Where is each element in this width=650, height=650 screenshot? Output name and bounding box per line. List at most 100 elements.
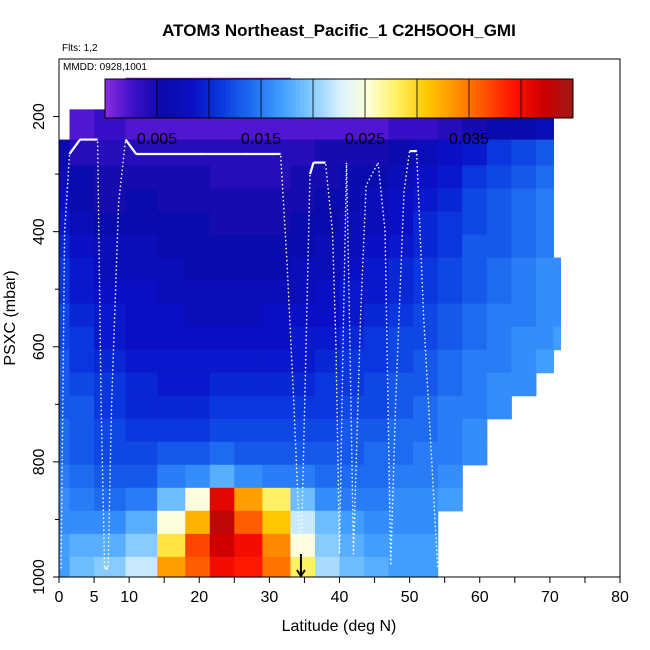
colorbar-swatch (514, 79, 519, 118)
heatmap-cell (209, 188, 235, 213)
colorbar-swatch (366, 79, 371, 118)
colorbar-swatch (202, 79, 207, 118)
heatmap-cell (157, 464, 186, 489)
heatmap-cell (234, 464, 263, 489)
heatmap-cell (413, 372, 439, 397)
colorbar-swatch (370, 79, 375, 118)
heatmap-cell (290, 349, 316, 374)
heatmap-cell (209, 510, 235, 535)
colorbar-swatch (444, 79, 449, 118)
heatmap-cell (234, 165, 263, 190)
colorbar-swatch (495, 79, 500, 118)
heatmap-cell (262, 257, 292, 282)
heatmap-cell (364, 487, 390, 512)
heatmap-cell (234, 395, 263, 420)
heatmap-cell (462, 326, 488, 351)
heatmap-cell (69, 280, 95, 305)
colorbar-swatch (253, 79, 258, 118)
heatmap-cell (535, 165, 554, 190)
heatmap-cell (59, 257, 71, 282)
colorbar-swatch (245, 79, 250, 118)
heatmap-cell (486, 303, 512, 328)
heatmap-cell (413, 464, 439, 489)
flight-track-profile (300, 150, 439, 569)
colorbar-swatch (315, 79, 320, 118)
colorbar-swatch (530, 79, 535, 118)
heatmap-cell (209, 556, 235, 578)
heatmap-cell (185, 303, 211, 328)
heatmap-cell (413, 487, 439, 512)
colorbar-swatch (339, 79, 344, 118)
heatmap-cell (94, 139, 127, 167)
heatmap-cell (94, 372, 127, 397)
heatmap-cell (314, 441, 341, 466)
colorbar-swatch (557, 79, 562, 118)
heatmap-cell (486, 188, 512, 213)
colorbar-swatch (233, 79, 239, 118)
heatmap-cell (69, 349, 95, 374)
colorbar-swatch (128, 79, 133, 118)
heatmap-cell (437, 303, 463, 328)
heatmap-cell (209, 234, 235, 259)
heatmap-cell (262, 234, 292, 259)
heatmap-cell (437, 257, 463, 282)
heatmap-cell (125, 372, 158, 397)
colorbar-swatch (280, 79, 285, 118)
heatmap-cell (185, 349, 211, 374)
colorbar-swatch (342, 79, 348, 118)
heatmap-cell (209, 487, 235, 512)
colorbar-swatch (194, 79, 200, 118)
x-axis: 0 5 10 20 30 40 50 60 70 80 (55, 577, 629, 606)
colorbar-swatch (385, 79, 391, 118)
x-tick-label: 40 (331, 589, 349, 606)
colorbar-swatch (257, 79, 262, 118)
colorbar-swatch (354, 79, 359, 118)
heatmap-cell (157, 211, 186, 236)
heatmap-cell (94, 533, 127, 558)
colorbar-swatch (534, 79, 539, 118)
heatmap-cell (413, 257, 439, 282)
heatmap-cell (157, 303, 186, 328)
heatmap-cell (290, 510, 316, 535)
colorbar-swatch (218, 79, 223, 118)
heatmap-cell (234, 372, 263, 397)
heatmap-cell (209, 303, 235, 328)
colorbar-swatch (249, 79, 254, 118)
colorbar-swatch (163, 79, 168, 118)
colorbar-swatch (288, 79, 293, 118)
heatmap-cell (364, 326, 390, 351)
heatmap-cell (364, 464, 390, 489)
colorbar-tick-label: 0.035 (449, 131, 489, 148)
colorbar-swatch (502, 79, 508, 118)
heatmap-cell (209, 533, 235, 558)
heatmap-cell (388, 326, 414, 351)
heatmap-cell (314, 326, 341, 351)
colorbar-swatch (303, 79, 309, 118)
heatmap-cell (511, 349, 537, 374)
colorbar-swatch (198, 79, 203, 118)
heatmap-cell (511, 188, 537, 213)
heatmap-cell (157, 441, 186, 466)
heatmap-cell (209, 211, 235, 236)
colorbar-swatch (498, 79, 504, 118)
heatmap-cell (69, 109, 95, 141)
heatmap-cell (59, 326, 71, 351)
colorbar-swatch (136, 79, 141, 118)
heatmap-cell (553, 280, 561, 305)
colorbar-swatch (222, 79, 227, 118)
heatmap-cell (125, 441, 158, 466)
heatmap-cell (339, 533, 365, 558)
heatmap-cell (413, 510, 439, 535)
heatmap-cell (339, 139, 365, 167)
colorbar-swatch (537, 79, 543, 118)
heatmap-cell (69, 139, 95, 167)
colorbar-swatch (467, 79, 473, 118)
heatmap-cell (94, 326, 127, 351)
heatmap-cell (437, 139, 463, 167)
heatmap-cell (553, 326, 561, 351)
heatmap-cell (535, 234, 554, 259)
heatmap-cell (437, 487, 463, 512)
colorbar-swatch (144, 79, 149, 118)
heatmap-cell (290, 441, 316, 466)
colorbar-swatch (155, 79, 161, 118)
